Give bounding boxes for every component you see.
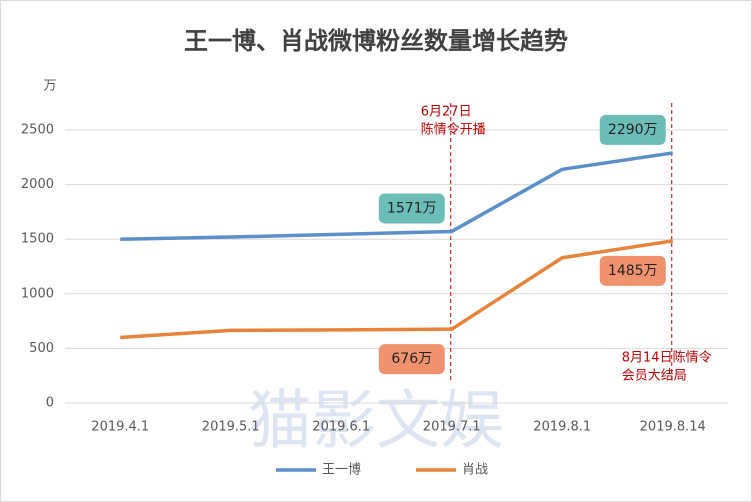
- y-tick-label: 0: [46, 396, 54, 411]
- value-label: 2290万: [608, 122, 658, 138]
- y-tick-label: 500: [29, 341, 54, 356]
- value-label-box: [378, 344, 445, 375]
- x-tick-label: 2019.7.1: [423, 420, 481, 435]
- y-tick-label: 2500: [21, 123, 54, 138]
- y-tick-label: 2000: [21, 177, 54, 192]
- chart-title: 王一博、肖战微博粉丝数量增长趋势: [184, 27, 568, 55]
- x-tick-label: 2019.6.1: [312, 420, 370, 435]
- x-tick-label: 2019.8.1: [533, 420, 591, 435]
- annotation-text: 6月27日: [421, 105, 472, 120]
- annotation-text: 陈情令开播: [421, 122, 486, 138]
- value-label-box: [378, 193, 445, 224]
- annotation-text: 会员大结局: [622, 369, 687, 384]
- annotation-text: 8月14日陈情令: [622, 350, 712, 366]
- value-label: 1485万: [608, 263, 658, 279]
- value-label-box: [599, 255, 666, 286]
- legend-label: 王一博: [322, 463, 361, 478]
- y-tick-label: 1500: [21, 232, 54, 247]
- value-label-box: [599, 114, 666, 145]
- y-unit: 万: [43, 79, 56, 94]
- x-tick-label: 2019.5.1: [202, 420, 260, 435]
- series-line: [120, 239, 674, 340]
- value-label: 1571万: [387, 200, 437, 216]
- x-tick-label: 2019.4.1: [91, 420, 149, 435]
- y-tick-label: 1000: [21, 286, 54, 301]
- legend-label: 肖战: [462, 463, 488, 478]
- x-tick-label: 2019.8.14: [640, 420, 706, 435]
- series-line: [120, 151, 674, 241]
- watermark: 猫影文娱: [248, 385, 504, 459]
- value-label: 676万: [391, 351, 432, 367]
